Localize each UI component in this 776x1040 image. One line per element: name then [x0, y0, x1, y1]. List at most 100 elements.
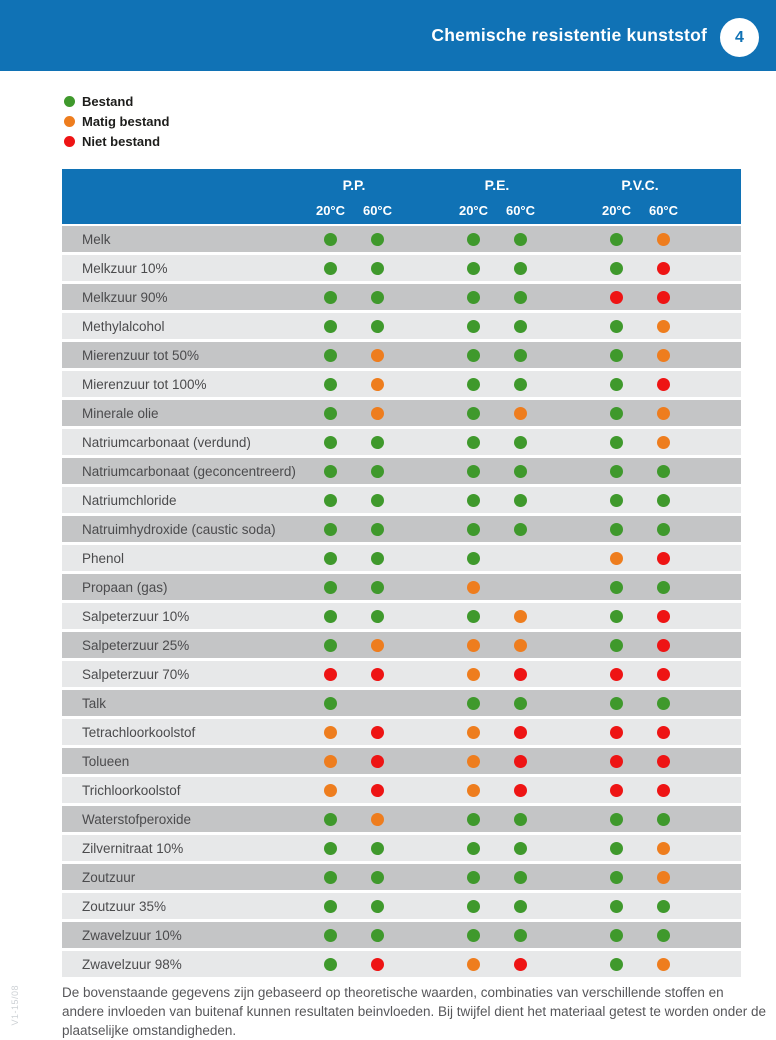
- status-dot-niet: [640, 603, 687, 629]
- status-dot-bestand: [307, 371, 354, 397]
- status-dot-bestand: [593, 226, 640, 252]
- status-dot-bestand: [640, 516, 687, 542]
- legend-item-bestand: Bestand: [64, 91, 776, 111]
- legend-label: Niet bestand: [82, 133, 161, 149]
- status-dot-bestand: [307, 864, 354, 890]
- status-dot-bestand: [497, 429, 544, 455]
- temp-header: 20°C: [458, 203, 489, 218]
- status-dot-bestand: [450, 400, 497, 426]
- status-dot-bestand: [497, 313, 544, 339]
- temp-header: 20°C: [315, 203, 346, 218]
- table-header: P.P. P.E. P.V.C. 20°C 60°C 20°C 60°C 20°…: [62, 169, 741, 224]
- status-dot-niet: [640, 661, 687, 687]
- table-row: Salpeterzuur 25%: [62, 632, 741, 658]
- chemical-name: Trichloorkoolstof: [82, 782, 181, 798]
- table-row: Zwavelzuur 98%: [62, 951, 741, 977]
- status-dot-niet: [640, 719, 687, 745]
- status-dot-bestand: [450, 864, 497, 890]
- footer-note: De bovenstaande gegevens zijn gebaseerd …: [62, 985, 766, 1038]
- status-dot-bestand: [307, 574, 354, 600]
- table-row: Salpeterzuur 70%: [62, 661, 741, 687]
- status-dot-bestand: [307, 951, 354, 977]
- status-dot-bestand: [640, 922, 687, 948]
- legend-label: Bestand: [82, 93, 134, 109]
- table-row: Minerale olie: [62, 400, 741, 426]
- status-dot-bestand: [640, 806, 687, 832]
- chemical-name: Natriumcarbonaat (geconcentreerd): [82, 463, 296, 479]
- status-dot-bestand: [497, 806, 544, 832]
- matig-bestand-dot-icon: [64, 115, 75, 127]
- table-row: Zwavelzuur 10%: [62, 922, 741, 948]
- chemical-name: Talk: [82, 695, 107, 711]
- status-dot-bestand: [497, 690, 544, 716]
- chemical-name: Mierenzuur tot 50%: [82, 347, 200, 363]
- chemical-name: Mierenzuur tot 100%: [82, 376, 207, 392]
- status-dot-niet: [593, 748, 640, 774]
- niet-bestand-dot-icon: [64, 135, 75, 147]
- status-dot-matig: [497, 400, 544, 426]
- status-dot-bestand: [640, 893, 687, 919]
- status-dot-niet: [497, 777, 544, 803]
- empty-cell: [497, 545, 544, 571]
- status-dot-niet: [354, 748, 401, 774]
- status-dot-bestand: [354, 835, 401, 861]
- table-row: Natriumcarbonaat (geconcentreerd): [62, 458, 741, 484]
- chemical-name: Tolueen: [82, 753, 130, 769]
- status-dot-bestand: [354, 255, 401, 281]
- status-dot-bestand: [593, 400, 640, 426]
- status-dot-niet: [640, 371, 687, 397]
- status-dot-bestand: [307, 284, 354, 310]
- status-dot-bestand: [450, 806, 497, 832]
- status-dot-matig: [640, 342, 687, 368]
- status-dot-bestand: [497, 893, 544, 919]
- chemical-name: Phenol: [82, 550, 125, 566]
- status-dot-bestand: [497, 516, 544, 542]
- status-dot-niet: [593, 719, 640, 745]
- status-dot-niet: [640, 777, 687, 803]
- chemical-name: Natruimhydroxide (caustic soda): [82, 521, 276, 537]
- status-dot-bestand: [354, 226, 401, 252]
- status-dot-niet: [354, 951, 401, 977]
- status-dot-bestand: [307, 458, 354, 484]
- document-code: V1-15/08: [10, 985, 20, 1026]
- status-dot-bestand: [497, 226, 544, 252]
- table-row: Zilvernitraat 10%: [62, 835, 741, 861]
- temp-header: 60°C: [648, 203, 679, 218]
- status-dot-bestand: [593, 603, 640, 629]
- legend: Bestand Matig bestand Niet bestand: [64, 91, 776, 151]
- chemical-name: Zoutzuur 35%: [82, 898, 167, 914]
- status-dot-bestand: [593, 632, 640, 658]
- status-dot-bestand: [450, 893, 497, 919]
- status-dot-bestand: [593, 458, 640, 484]
- status-dot-bestand: [450, 342, 497, 368]
- chemical-resistance-table: P.P. P.E. P.V.C. 20°C 60°C 20°C 60°C 20°…: [62, 169, 741, 977]
- table-row: Natruimhydroxide (caustic soda): [62, 516, 741, 542]
- status-dot-bestand: [450, 429, 497, 455]
- status-dot-matig: [450, 719, 497, 745]
- status-dot-niet: [593, 284, 640, 310]
- status-dot-niet: [593, 777, 640, 803]
- status-dot-niet: [640, 545, 687, 571]
- status-dot-matig: [640, 429, 687, 455]
- status-dot-bestand: [307, 835, 354, 861]
- status-dot-bestand: [450, 835, 497, 861]
- status-dot-bestand: [307, 400, 354, 426]
- legend-item-matig-bestand: Matig bestand: [64, 111, 776, 131]
- status-dot-bestand: [497, 458, 544, 484]
- status-dot-niet: [640, 255, 687, 281]
- table-row: Natriumcarbonaat (verdund): [62, 429, 741, 455]
- column-group-pe: P.E.: [484, 176, 510, 193]
- status-dot-bestand: [354, 922, 401, 948]
- chemical-name: Zilvernitraat 10%: [82, 840, 184, 856]
- column-group-pp: P.P.: [342, 176, 366, 193]
- chemical-name: Salpeterzuur 10%: [82, 608, 190, 624]
- table-row: Zoutzuur: [62, 864, 741, 890]
- status-dot-matig: [640, 835, 687, 861]
- status-dot-matig: [450, 748, 497, 774]
- status-dot-bestand: [354, 313, 401, 339]
- temp-header: 20°C: [601, 203, 632, 218]
- status-dot-bestand: [450, 313, 497, 339]
- status-dot-bestand: [307, 487, 354, 513]
- chemical-name: Melkzuur 10%: [82, 260, 168, 276]
- status-dot-niet: [640, 284, 687, 310]
